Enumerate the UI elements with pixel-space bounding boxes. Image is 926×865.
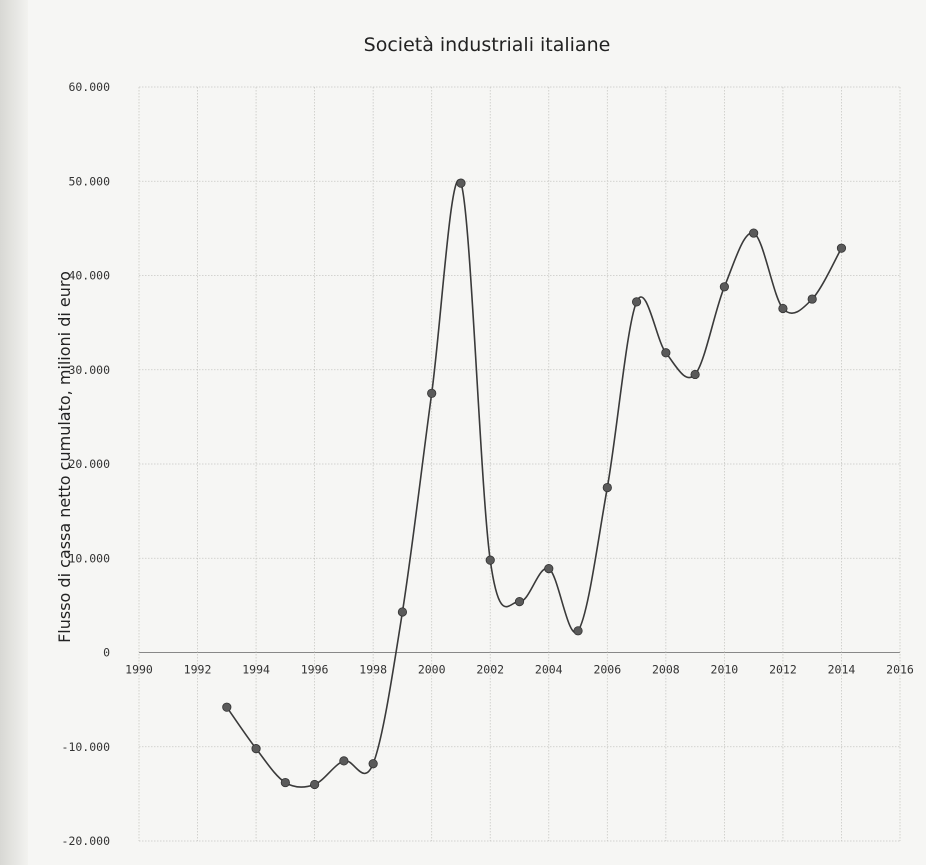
- y-tick-labels: 60.000 50.000 40.000 30.000 20.000 10.000 0 -10…: [62, 80, 111, 848]
- x-tick-label: 1994: [242, 663, 270, 677]
- y-tick-label: 60.000: [68, 80, 110, 94]
- y-axis-label: Flusso di cassa netto cumulato, milioni …: [55, 271, 74, 643]
- y-tick-label: 30.000: [68, 363, 110, 377]
- data-point: [310, 779, 320, 790]
- data-point: [749, 228, 759, 238]
- data-point: [339, 756, 349, 766]
- data-point: [544, 564, 554, 574]
- x-tick-label: 2002: [476, 663, 504, 677]
- x-tick-label: 2010: [711, 663, 739, 677]
- data-point: [836, 243, 847, 253]
- data-point: [719, 282, 729, 292]
- y-tick-label: 10.000: [68, 551, 110, 565]
- data-point: [485, 555, 495, 565]
- gridlines: [138, 86, 901, 842]
- y-tick-label: 20.000: [68, 457, 110, 471]
- chart-title: Società industriali italiane: [364, 34, 611, 56]
- data-point: [514, 597, 525, 607]
- x-tick-label: 2004: [535, 663, 563, 677]
- data-points: [222, 178, 847, 790]
- data-point: [280, 777, 290, 788]
- data-point: [631, 297, 642, 307]
- data-point: [807, 294, 817, 304]
- data-point: [690, 369, 700, 380]
- data-point: [602, 482, 612, 493]
- x-tick-label: 2012: [769, 663, 797, 677]
- data-point: [397, 607, 408, 617]
- x-tick-label: 2000: [418, 663, 446, 677]
- data-point: [778, 303, 788, 314]
- data-point: [456, 178, 466, 188]
- x-tick-label: 1996: [301, 663, 329, 677]
- data-point: [251, 744, 261, 754]
- y-tick-label: 0: [103, 646, 110, 660]
- series-line: [226, 179, 843, 788]
- data-point: [427, 388, 437, 398]
- y-tick-label: -20.000: [62, 834, 111, 848]
- x-tick-label: 1992: [184, 663, 212, 677]
- data-point: [222, 702, 232, 712]
- series-line-group: [226, 179, 843, 788]
- x-tick-label: 1990: [125, 663, 153, 677]
- y-tick-label: 40.000: [68, 269, 110, 283]
- x-tick-label: 2006: [593, 663, 621, 677]
- x-tick-label: 2016: [886, 663, 914, 677]
- y-tick-label: -10.000: [62, 740, 111, 754]
- x-tick-labels: 1990 1992 1994 1996 1998 2000 2002 2004 2006 2008…: [125, 663, 914, 677]
- x-tick-label: 2008: [652, 663, 680, 677]
- data-point: [573, 626, 583, 636]
- x-tick-label: 1998: [359, 663, 387, 677]
- y-tick-label: 50.000: [68, 174, 110, 188]
- data-point: [661, 348, 671, 358]
- data-point: [368, 759, 378, 769]
- x-tick-label: 2014: [828, 663, 856, 677]
